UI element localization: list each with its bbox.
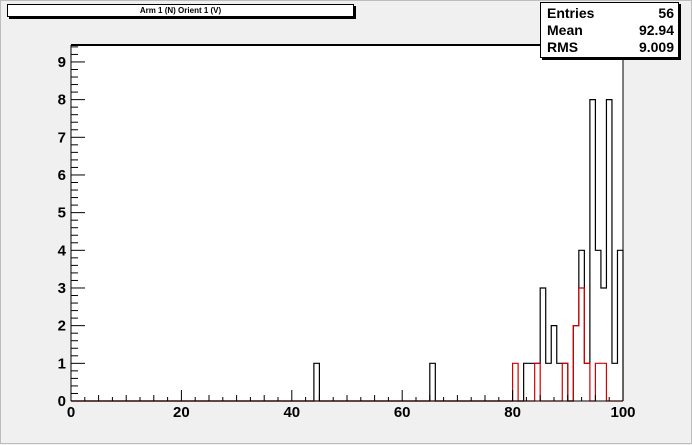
y-tick-label: 8	[58, 92, 66, 109]
x-tick-label: 80	[504, 404, 521, 421]
y-tick-label: 9	[58, 54, 66, 71]
histogram-title-box: Arm 1 (N) Orient 1 (V)	[7, 4, 354, 17]
axes-layer: 0 20 40 60 80 100 0 1 2 3 4 5 6 7 8 9	[58, 45, 636, 421]
y-tick-label: 2	[58, 318, 66, 335]
y-tick-label: 3	[58, 280, 66, 297]
x-tick-label: 0	[67, 404, 75, 421]
y-tick-label: 4	[58, 242, 67, 259]
stats-box: Entries 56 Mean 92.94 RMS 9.009	[540, 2, 679, 58]
stats-rms-label: RMS	[547, 39, 579, 55]
y-tick-label: 7	[58, 129, 66, 146]
stats-row-mean: Mean 92.94	[547, 22, 674, 39]
stats-row-rms: RMS 9.009	[547, 39, 674, 56]
y-tick-label: 1	[58, 355, 66, 372]
stats-row-entries: Entries 56	[547, 5, 674, 22]
stats-mean-value: 92.94	[638, 22, 674, 38]
y-tick-label: 6	[58, 167, 66, 184]
y-tick-label: 5	[58, 205, 66, 222]
stats-rms-value: 9.009	[638, 39, 674, 55]
stats-mean-label: Mean	[547, 22, 583, 38]
stats-entries-value: 56	[658, 5, 674, 21]
x-tick-label: 40	[283, 404, 300, 421]
x-tick-label: 100	[610, 404, 635, 421]
plot-frame-fill	[71, 45, 623, 401]
x-tick-label: 60	[394, 404, 411, 421]
y-tick-label: 0	[58, 393, 66, 410]
x-tick-label: 20	[173, 404, 190, 421]
histogram-title: Arm 1 (N) Orient 1 (V)	[139, 6, 222, 15]
stats-entries-label: Entries	[547, 5, 595, 21]
